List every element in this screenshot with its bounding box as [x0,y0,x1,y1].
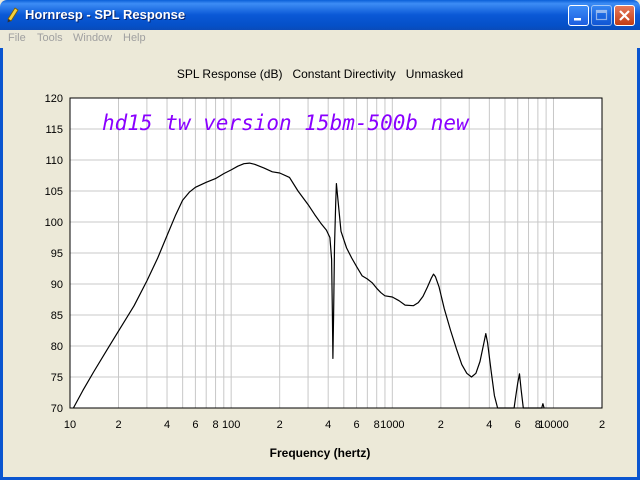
x-tick-label: 8 [374,419,380,431]
y-tick-label: 115 [45,124,63,136]
menu-tools[interactable]: Tools [37,32,63,44]
x-tick-label: 4 [486,419,492,431]
x-tick-label: 4 [164,419,170,431]
x-axis-label: Frequency (hertz) [270,446,371,460]
menu-file[interactable]: File [8,32,26,44]
plot-border [69,97,603,409]
x-tick-label: 8 [212,419,218,431]
close-button[interactable] [614,5,635,26]
series-group [72,162,545,409]
x-tick-label: 6 [354,419,360,431]
y-tick-label: 80 [51,341,63,353]
chart-annotation: hd15 tw version 15bm-500b new [102,111,470,135]
y-tick-label: 90 [51,279,63,291]
x-tick-label: 6 [515,419,521,431]
x-tick-label: 2 [438,419,444,431]
pencil-icon [6,7,20,23]
menu-bar: File Tools Window Help [0,30,640,48]
x-tick-label: 2 [115,419,121,431]
x-tick-label: 6 [192,419,198,431]
title-bar[interactable]: Hornresp - SPL Response [0,0,640,30]
window-title: Hornresp - SPL Response [25,7,186,22]
y-tick-label: 75 [51,372,63,384]
x-tick-label: 10000 [538,419,569,431]
spl-response-line [72,162,545,409]
y-tick-label: 120 [45,93,63,105]
y-tick-label: 105 [45,186,63,198]
y-tick-label: 70 [51,403,63,415]
x-tick-label: 2 [277,419,283,431]
x-tick-label: 1000 [380,419,404,431]
x-tick-label: 10 [64,419,76,431]
window-frame-bottom [0,477,640,480]
menu-help[interactable]: Help [123,32,146,44]
x-tick-label: 100 [222,419,240,431]
x-tick-label: 4 [325,419,331,431]
y-tick-labels: 70 75 80 85 90 95 100 105 110 115 120 [45,93,63,415]
minimize-button[interactable] [568,5,589,26]
x-tick-label: 2 [599,419,605,431]
y-tick-label: 95 [51,248,63,260]
window-frame-left [0,30,3,480]
menu-window[interactable]: Window [73,32,113,44]
y-tick-label: 110 [45,155,63,167]
chart-title: SPL Response (dB) Constant Directivity U… [177,67,463,81]
y-tick-label: 85 [51,310,63,322]
window-frame-right [637,30,640,480]
maximize-button[interactable] [591,5,612,26]
x-tick-label: 8 [535,419,541,431]
y-tick-label: 100 [45,217,63,229]
